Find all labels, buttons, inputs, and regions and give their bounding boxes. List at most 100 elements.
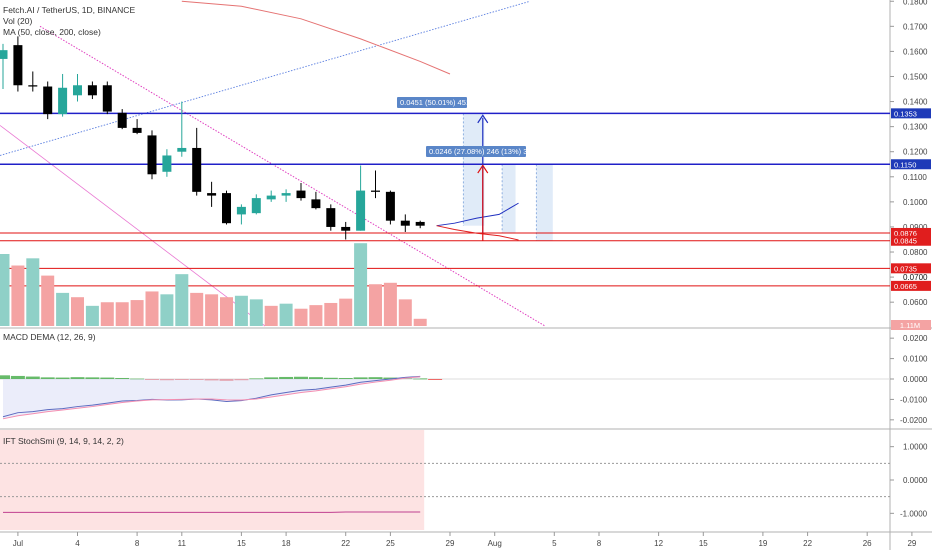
candle-body [147,135,157,175]
price-level-tag [891,159,931,170]
time-tick-label[interactable]: 29 [446,539,455,548]
volume-bar [413,318,427,326]
candle-body [281,193,291,196]
volume-bar [190,292,204,326]
macd-histogram-bar [308,377,323,379]
volume-legend[interactable]: Vol (20) [3,16,32,26]
price-level-tag-label: 0.1353 [894,109,917,118]
macd-histogram-bar [85,377,100,379]
macd-tick-label: -0.0100 [900,395,928,404]
volume-bar [279,303,293,326]
macd-histogram-bar [294,376,308,379]
price-tick-label: 0.0700 [903,273,928,282]
time-tick-label[interactable]: 25 [386,539,395,548]
volume-bar [56,292,70,326]
macd-histogram-bar [428,379,443,380]
price-level-tag-label: 0.0876 [894,229,917,238]
time-tick-label[interactable]: 26 [863,539,872,548]
time-tick-label[interactable]: 22 [803,539,812,548]
price-axis: 0.1800 0.1700 0.1600 0.1500 0.1400 0.1300 0.12… [890,0,931,518]
candle-body [13,45,23,86]
measure-label-box [397,97,467,108]
candle-body [0,50,8,59]
macd-histogram-bar [10,375,25,379]
volume-bar [339,298,353,326]
macd-legend[interactable]: MACD DEMA (12, 26, 9) [3,332,96,342]
ma-legend[interactable]: MA (50, close, 200, close) [3,27,101,37]
ma-200-line [181,0,451,75]
candle-body [415,221,425,226]
stoch-tick-label: 0.0000 [903,476,928,485]
macd-histogram-bar [55,377,70,379]
volume-bar [130,300,144,326]
volume-bar [0,254,10,326]
candle-body [311,199,321,209]
macd-histogram-bar [0,375,10,379]
volume-bar [383,282,397,326]
candle-body [102,85,112,112]
candle-body [132,127,142,133]
projection-down-line[interactable] [436,225,519,241]
descending-channel-line[interactable] [0,125,266,327]
measure-range-box[interactable] [463,113,485,226]
time-tick-label[interactable]: 29 [907,539,916,548]
time-tick-label[interactable]: 19 [758,539,767,548]
price-level-tag-label: 0.0845 [894,237,917,246]
time-tick-label[interactable]: 8 [597,539,602,548]
stoch-legend[interactable]: IFT StochSmi (9, 14, 9, 14, 2, 2) [3,436,124,446]
volume-bar [294,308,308,326]
macd-histogram-bar [383,377,398,379]
time-tick-label[interactable]: 11 [178,539,187,548]
macd-tick-label: -0.0200 [900,416,928,425]
measure-range-box[interactable] [536,164,553,241]
price-level-tag [891,108,931,119]
time-tick-label[interactable]: Jul [13,539,23,548]
volume-bar [71,297,84,326]
time-tick-label[interactable]: 5 [552,539,557,548]
stoch-tick-label: -1.0000 [900,509,928,518]
candle-body [251,198,261,214]
symbol-legend[interactable]: Fetch.AI / TetherUS, 1D, BINANCE [3,5,135,15]
candle-body [43,86,53,115]
price-level-tag [891,263,931,274]
candle-body [266,195,276,200]
candle-body [207,193,217,196]
candle-body [73,85,82,96]
volume-bar [398,299,412,326]
time-tick-label[interactable]: Aug [488,539,502,548]
macd-tick-label: 0.0000 [903,375,928,384]
macd-histogram-bar [264,377,279,379]
price-tick-label: 0.1000 [903,198,928,207]
time-tick-label[interactable]: 18 [282,539,291,548]
price-level-tag-label: 0.0735 [894,264,917,273]
time-tick-label[interactable]: 8 [135,539,140,548]
measure-label-text: 0.0246 (27.08%) 246 (13%) 304 [429,147,536,156]
volume-tag-label: 1.11M [900,321,920,330]
measure-label-text: 0.0451 (50.01%) 451 [400,98,470,107]
ascending-trend-line[interactable] [0,0,531,156]
signal-line [2,376,421,420]
volume-bar [115,302,129,326]
time-tick-label[interactable]: 4 [75,539,80,548]
macd-histogram-bar [279,376,294,379]
time-axis[interactable]: Jul 4 8 11 15 18 22 25 29 Aug 5 8 12 15 19 22 26 29 [13,532,917,548]
time-tick-label[interactable]: 15 [237,539,246,548]
measure-range-box[interactable] [502,164,516,233]
candle-body [58,87,68,115]
stoch-tick-label: 1.0000 [903,443,928,452]
price-tick-label: 0.1800 [903,0,928,6]
projection-up-line[interactable] [436,202,519,227]
time-tick-label[interactable]: 12 [654,539,663,548]
time-tick-label[interactable]: 15 [699,539,708,548]
volume-tag [891,320,931,330]
volume-bar [264,305,278,326]
candle-body [192,147,202,192]
descending-trend-line[interactable] [39,25,546,327]
measure-label-box [426,146,526,157]
volume-bar [249,299,263,326]
price-tick-label: 0.0800 [903,248,928,257]
macd-histogram-bar [115,377,130,379]
time-tick-label[interactable]: 22 [341,539,350,548]
